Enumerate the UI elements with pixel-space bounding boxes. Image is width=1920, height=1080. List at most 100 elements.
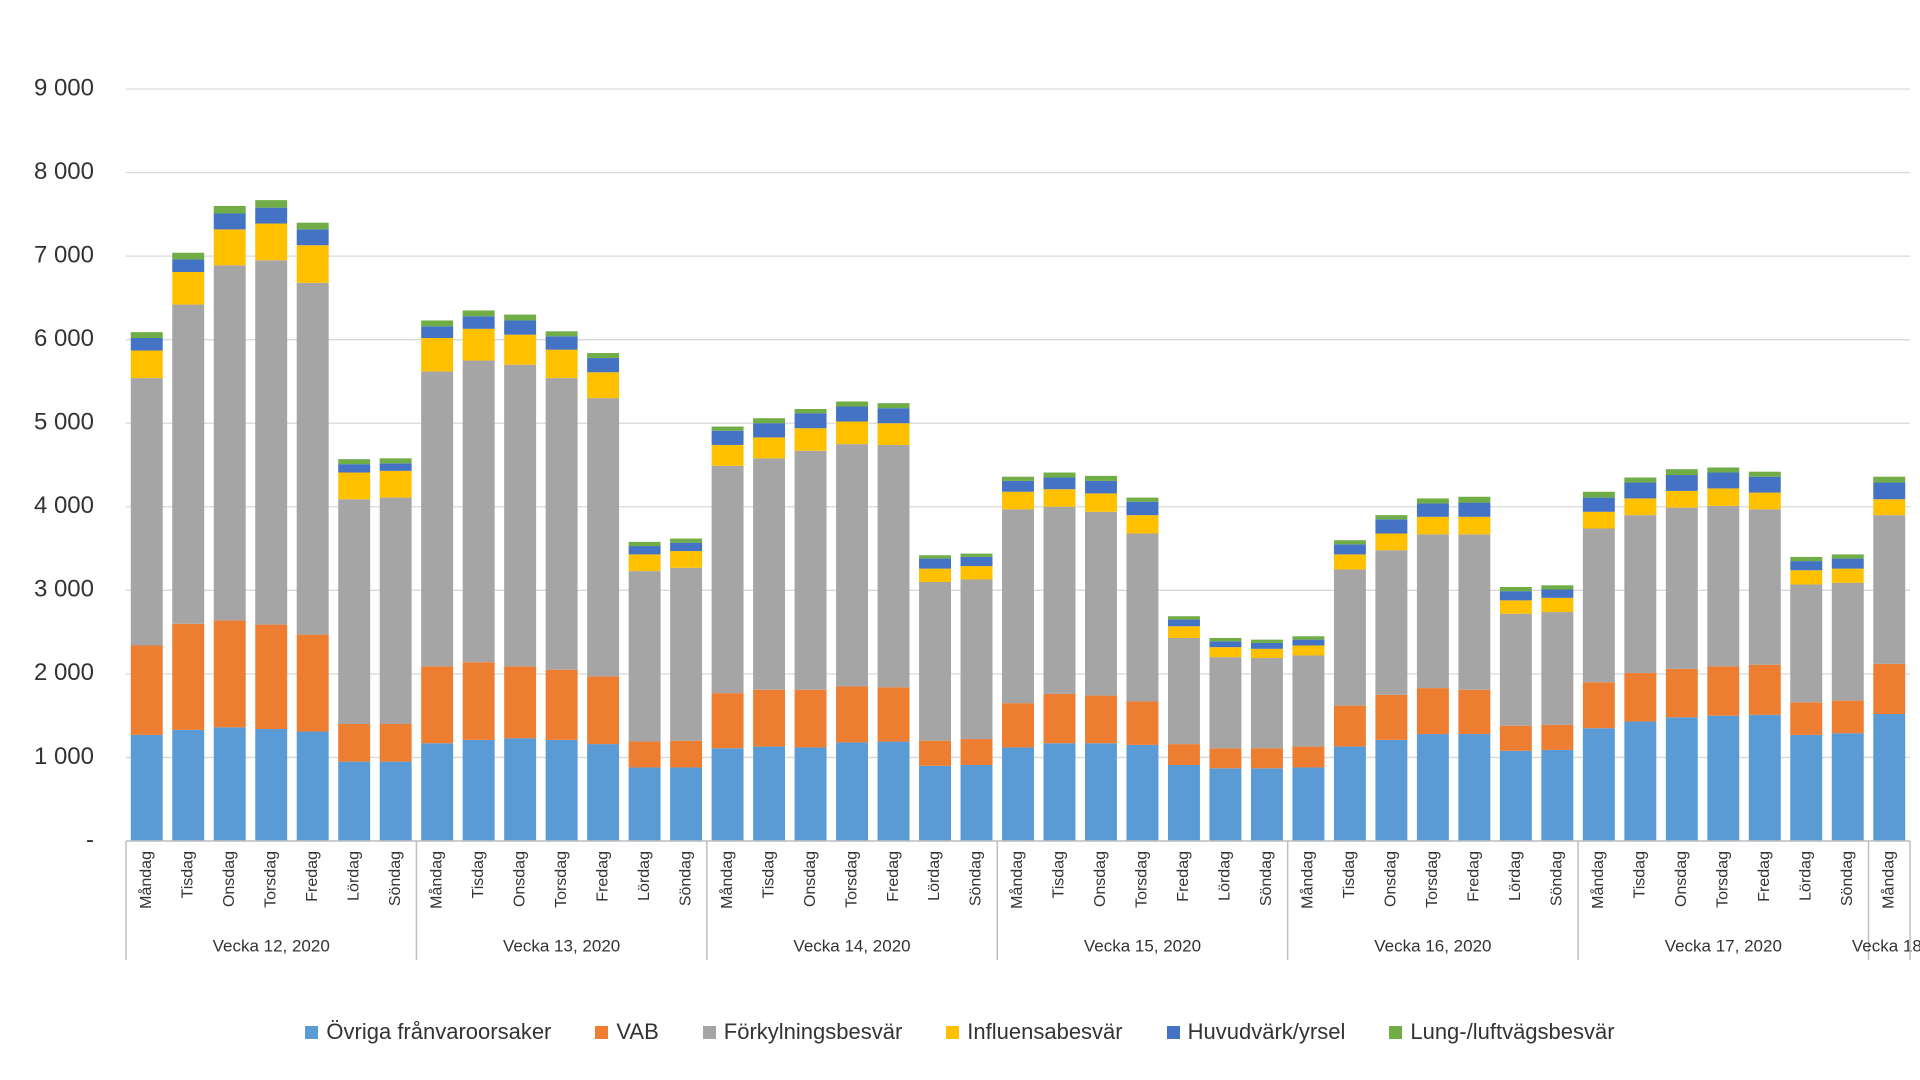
bar-segment	[1499, 750, 1532, 841]
bar-segment	[1831, 558, 1864, 569]
bar-segment	[1250, 768, 1283, 841]
x-tick-label: Tisdag	[1341, 851, 1358, 898]
bar-segment	[255, 207, 288, 224]
bar-segment	[711, 465, 744, 694]
bar-segment	[919, 555, 951, 559]
x-tick-label: Fredag	[594, 851, 611, 902]
bar-segment	[919, 765, 951, 841]
bar-segment	[1250, 658, 1283, 749]
bar-segment	[1499, 586, 1532, 592]
bar-segment	[836, 686, 869, 743]
bar-segment	[1375, 550, 1408, 695]
bar-segment	[877, 423, 910, 445]
bar-segment	[877, 403, 910, 409]
y-tick-label: 7 000	[34, 241, 94, 268]
bar-segment	[711, 430, 744, 445]
bar-segment	[836, 406, 869, 422]
bar-segment	[1085, 743, 1117, 841]
x-tick-label: Måndag	[1589, 851, 1607, 909]
bar-segment	[587, 744, 620, 841]
bar-segment	[504, 738, 537, 841]
bar-segment	[379, 761, 412, 841]
bar-segment	[338, 464, 371, 473]
legend-label: Influensabesvär	[967, 1019, 1123, 1044]
bar-segment	[1582, 497, 1615, 512]
x-tick-label: Lördag	[345, 851, 362, 901]
bar-segment	[1002, 509, 1034, 704]
bar-segment	[1831, 700, 1864, 734]
legend-label: Huvudvärk/yrsel	[1187, 1019, 1346, 1044]
bar-segment	[1541, 585, 1574, 590]
bar-segment	[1375, 694, 1408, 740]
bar-segment	[296, 222, 329, 230]
bar-segment	[1541, 589, 1574, 598]
bar-segment	[1416, 503, 1449, 517]
bar-segment	[504, 314, 537, 321]
bar-segment	[1333, 554, 1366, 570]
bar-segment	[462, 310, 495, 317]
y-tick-label: 2 000	[34, 659, 94, 686]
bar-segment	[296, 731, 329, 841]
bar-segment	[587, 358, 620, 373]
y-tick-label: 3 000	[34, 576, 94, 603]
bar-segment	[213, 620, 246, 728]
bar-segment	[1707, 505, 1740, 667]
bar-segment	[1002, 703, 1034, 748]
bar-segment	[1582, 491, 1615, 498]
x-tick-label: Onsdag	[511, 851, 528, 907]
bar-segment	[1541, 749, 1574, 841]
bar-segment	[462, 328, 495, 361]
bar-segment	[670, 542, 703, 552]
bar-segment	[1831, 733, 1864, 841]
group-label: Vecka 14, 2020	[793, 936, 910, 955]
bar-segment	[794, 428, 827, 451]
x-tick-label: Tisdag	[1051, 851, 1068, 898]
bar-segment	[919, 558, 951, 569]
legend-swatch	[702, 1025, 716, 1039]
bar-segment	[172, 623, 205, 730]
bar-segment	[836, 742, 869, 841]
bar-segment	[877, 444, 910, 688]
bar-segment	[836, 444, 869, 687]
bar-segment	[960, 556, 993, 567]
bar-segment	[421, 320, 454, 327]
bar-segment	[1873, 663, 1906, 714]
legend-swatch	[595, 1025, 609, 1039]
bar-segment	[1250, 639, 1283, 643]
bar-segment	[628, 546, 661, 555]
bar-segment	[1333, 705, 1366, 747]
bar-segment	[1458, 734, 1491, 841]
bar-segment	[1002, 480, 1034, 492]
bar-segment	[1790, 584, 1823, 703]
x-tick-label: Måndag	[1879, 851, 1897, 909]
bar-segment	[1873, 482, 1906, 500]
bar-segment	[587, 372, 620, 399]
bar-segment	[421, 371, 454, 667]
bar-segment	[130, 332, 163, 338]
bar-segment	[255, 200, 288, 208]
bar-segment	[628, 741, 661, 768]
bar-segment	[421, 666, 454, 744]
bar-segment	[545, 378, 578, 670]
bar-segment	[1333, 540, 1366, 545]
x-tick-label: Tisdag	[760, 851, 777, 898]
bar-segment	[1582, 728, 1615, 841]
y-tick-label: 5 000	[34, 409, 94, 436]
bar-segment	[1043, 472, 1076, 478]
bar-segment	[1375, 515, 1408, 520]
bar-segment	[1458, 496, 1491, 503]
legend: Övriga frånvaroorsaker VAB Förkylningsbesv…	[0, 1014, 1920, 1050]
bar-segment	[172, 259, 205, 272]
bar-segment	[545, 739, 578, 841]
bar-segment	[1375, 519, 1408, 534]
bar-segment	[670, 567, 703, 741]
x-tick-label: Onsdag	[802, 851, 819, 907]
bar-segment	[1873, 515, 1906, 664]
bar-segment	[1707, 488, 1740, 506]
bar-segment	[1043, 477, 1076, 490]
x-tick-label: Lördag	[1217, 851, 1234, 901]
x-tick-label: Söndag	[1839, 851, 1856, 906]
bar-segment	[919, 568, 951, 582]
x-tick-label: Onsdag	[1092, 851, 1109, 907]
bar-segment	[1790, 702, 1823, 735]
